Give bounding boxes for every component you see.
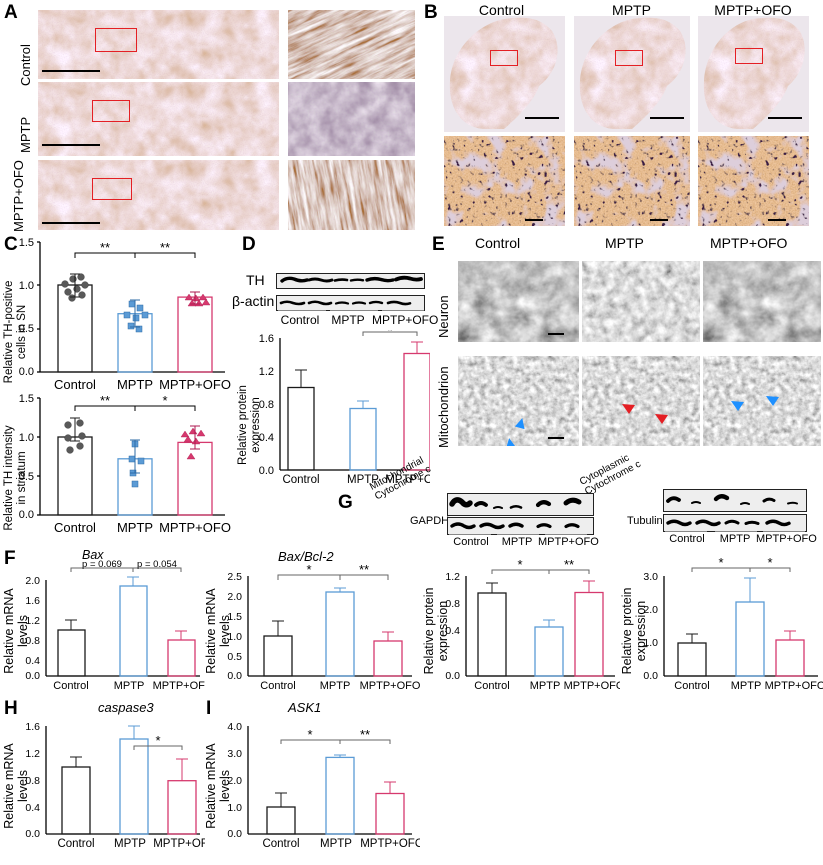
svg-text:**: ** xyxy=(360,727,370,742)
svg-text:0.0: 0.0 xyxy=(19,366,34,378)
svg-text:0.5: 0.5 xyxy=(227,651,242,663)
svg-text:Control: Control xyxy=(54,520,96,535)
svg-text:0.0: 0.0 xyxy=(445,670,460,682)
svg-text:3.0: 3.0 xyxy=(227,748,242,760)
svg-text:levels: levels xyxy=(218,770,232,802)
svg-text:1.2: 1.2 xyxy=(445,571,460,583)
svg-text:MPTP+OFO: MPTP+OFO xyxy=(159,377,231,392)
svg-text:Relative mRNA: Relative mRNA xyxy=(204,588,218,674)
svg-text:levels: levels xyxy=(218,615,232,647)
svg-text:MPTP: MPTP xyxy=(117,377,153,392)
svg-text:MPTP+OFO: MPTP+OFO xyxy=(360,680,420,692)
svg-text:*: * xyxy=(306,562,311,577)
svg-text:2.0: 2.0 xyxy=(227,591,242,603)
svg-text:4.0: 4.0 xyxy=(227,721,242,733)
svg-text:Relative protein: Relative protein xyxy=(620,588,634,675)
svg-text:MPTP+OFO: MPTP+OFO xyxy=(159,520,231,535)
svg-text:Control: Control xyxy=(474,680,509,692)
svg-text:**: ** xyxy=(160,240,170,255)
svg-text:Relative mRNA: Relative mRNA xyxy=(2,743,16,829)
svg-text:0.0: 0.0 xyxy=(227,828,242,840)
svg-text:*: * xyxy=(162,393,167,408)
svg-text:3.0: 3.0 xyxy=(643,571,658,583)
svg-text:0.0: 0.0 xyxy=(259,465,274,477)
svg-text:MPTP: MPTP xyxy=(117,520,153,535)
svg-text:Relative protein: Relative protein xyxy=(422,588,436,675)
svg-text:Control: Control xyxy=(57,838,94,850)
svg-text:**: ** xyxy=(100,393,110,408)
svg-text:*: * xyxy=(767,556,772,570)
svg-text:expression: expression xyxy=(634,601,648,661)
svg-text:Relative mRNA: Relative mRNA xyxy=(204,743,218,829)
svg-text:expression: expression xyxy=(250,397,262,453)
svg-text:Relative TH-positive: Relative TH-positive xyxy=(3,281,15,384)
svg-text:p = 0.054: p = 0.054 xyxy=(137,559,177,570)
svg-text:1.0: 1.0 xyxy=(19,280,34,292)
svg-text:1.0: 1.0 xyxy=(227,802,242,814)
svg-text:1.5: 1.5 xyxy=(19,393,34,405)
svg-text:**: ** xyxy=(359,562,369,577)
svg-text:0.0: 0.0 xyxy=(25,670,40,682)
svg-text:0.0: 0.0 xyxy=(19,509,34,521)
svg-text:**: ** xyxy=(564,557,574,572)
svg-text:MPTP: MPTP xyxy=(320,680,351,692)
svg-text:MPTP: MPTP xyxy=(114,838,146,850)
svg-text:in striatum: in striatum xyxy=(16,451,28,504)
svg-text:Control: Control xyxy=(262,838,299,850)
svg-text:expression: expression xyxy=(436,601,450,661)
svg-text:MPTP: MPTP xyxy=(731,680,762,692)
svg-text:0.0: 0.0 xyxy=(643,670,658,682)
svg-text:Relative TH intensity: Relative TH intensity xyxy=(3,425,15,530)
svg-text:levels: levels xyxy=(16,615,30,647)
svg-text:Control: Control xyxy=(260,680,295,692)
svg-text:1.2: 1.2 xyxy=(259,366,274,378)
svg-text:Control: Control xyxy=(53,680,88,692)
svg-text:2.0: 2.0 xyxy=(25,575,40,587)
svg-text:MPTP+OFO: MPTP+OFO xyxy=(360,838,420,850)
svg-text:Control: Control xyxy=(54,377,96,392)
svg-text:*: * xyxy=(517,557,522,572)
svg-text:p = 0.069: p = 0.069 xyxy=(82,559,122,570)
svg-text:*: * xyxy=(718,556,723,570)
svg-text:MPTP+OFO: MPTP+OFO xyxy=(153,838,205,850)
svg-text:0.0: 0.0 xyxy=(227,670,242,682)
svg-text:Relative protein: Relative protein xyxy=(237,385,249,465)
svg-text:MPTP+OFO: MPTP+OFO xyxy=(564,680,620,692)
svg-text:MPTP+OFO: MPTP+OFO xyxy=(153,680,205,692)
svg-text:cells in SN: cells in SN xyxy=(16,305,28,359)
svg-text:2.5: 2.5 xyxy=(227,571,242,583)
svg-text:1.6: 1.6 xyxy=(259,333,274,345)
svg-text:MPTP: MPTP xyxy=(530,680,561,692)
svg-text:Control: Control xyxy=(674,680,709,692)
svg-text:0.4: 0.4 xyxy=(25,802,40,814)
svg-text:*: * xyxy=(387,330,392,338)
svg-text:1.5: 1.5 xyxy=(19,237,34,249)
svg-text:MPTP+OFO: MPTP+OFO xyxy=(765,680,823,692)
svg-text:Control: Control xyxy=(282,474,319,486)
svg-text:1.6: 1.6 xyxy=(25,595,40,607)
svg-text:*: * xyxy=(307,727,312,742)
svg-text:MPTP: MPTP xyxy=(114,680,145,692)
svg-text:1.6: 1.6 xyxy=(25,721,40,733)
svg-text:1.2: 1.2 xyxy=(25,748,40,760)
svg-text:levels: levels xyxy=(16,770,30,802)
svg-text:Relative mRNA: Relative mRNA xyxy=(2,588,16,674)
svg-text:*: * xyxy=(155,733,160,748)
svg-text:1.0: 1.0 xyxy=(19,432,34,444)
svg-text:0.0: 0.0 xyxy=(25,828,40,840)
svg-text:0.4: 0.4 xyxy=(25,655,40,667)
svg-text:**: ** xyxy=(100,240,110,255)
svg-text:MPTP: MPTP xyxy=(320,838,352,850)
